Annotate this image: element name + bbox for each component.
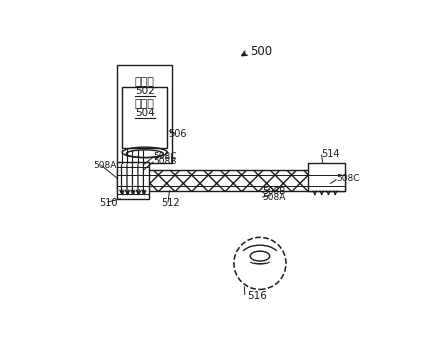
Text: 508B: 508B [263, 187, 286, 197]
Text: 516: 516 [247, 291, 267, 301]
Bar [121, 87, 167, 148]
Text: 504: 504 [135, 109, 155, 119]
Bar [117, 170, 345, 191]
Bar [117, 162, 149, 199]
Text: 508C: 508C [153, 152, 176, 161]
Text: 500: 500 [250, 45, 272, 58]
Bar [117, 65, 172, 163]
Text: 506: 506 [168, 129, 187, 139]
Text: 显示器: 显示器 [135, 99, 155, 109]
Text: 508A: 508A [93, 161, 117, 170]
Bar [308, 163, 345, 191]
Text: 514: 514 [322, 149, 340, 159]
Text: 508B: 508B [153, 157, 176, 166]
Text: 投影仪: 投影仪 [135, 78, 155, 88]
Text: 512: 512 [161, 198, 180, 208]
Text: 502: 502 [135, 86, 155, 96]
Text: 508A: 508A [263, 193, 286, 201]
Text: 508C: 508C [336, 174, 360, 183]
Text: 510: 510 [100, 198, 118, 208]
